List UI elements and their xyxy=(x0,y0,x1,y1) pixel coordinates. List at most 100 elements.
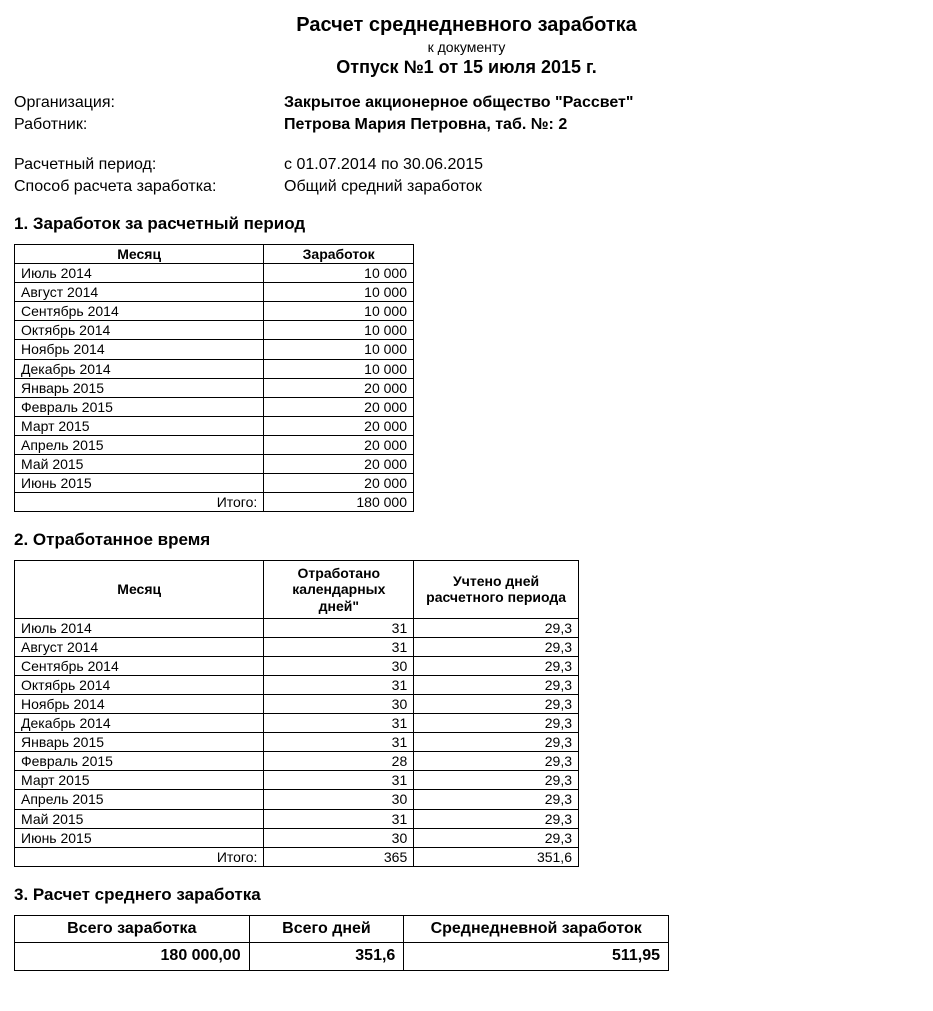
table-row: Август 20143129,3 xyxy=(15,637,579,656)
total-days-value: 351,6 xyxy=(249,943,404,970)
cell-worked-days: 30 xyxy=(264,656,414,675)
cell-month: Февраль 2015 xyxy=(15,397,264,416)
cell-month: Май 2015 xyxy=(15,809,264,828)
cell-month: Декабрь 2014 xyxy=(15,359,264,378)
period-label: Расчетный период: xyxy=(14,156,284,174)
cell-earnings: 20 000 xyxy=(264,397,414,416)
cell-month: Ноябрь 2014 xyxy=(15,694,264,713)
earnings-table: Месяц Заработок Июль 201410 000Август 20… xyxy=(14,244,414,512)
cell-month: Октябрь 2014 xyxy=(15,675,264,694)
cell-month: Январь 2015 xyxy=(15,378,264,397)
table-row: Июль 20143129,3 xyxy=(15,618,579,637)
table-row: Декабрь 201410 000 xyxy=(15,359,414,378)
cell-month: Декабрь 2014 xyxy=(15,714,264,733)
cell-worked-days: 28 xyxy=(264,752,414,771)
cell-accounted-days: 29,3 xyxy=(414,694,579,713)
employee-row: Работник: Петрова Мария Петровна, таб. №… xyxy=(14,116,919,134)
cell-month: Апрель 2015 xyxy=(15,435,264,454)
period-row: Расчетный период: с 01.07.2014 по 30.06.… xyxy=(14,156,919,174)
cell-worked-days: 31 xyxy=(264,809,414,828)
col-month: Месяц xyxy=(15,561,264,618)
col-total-days: Всего дней xyxy=(249,915,404,942)
method-row: Способ расчета заработка: Общий средний … xyxy=(14,178,919,196)
cell-earnings: 10 000 xyxy=(264,340,414,359)
cell-accounted-days: 29,3 xyxy=(414,790,579,809)
table-row: Октябрь 201410 000 xyxy=(15,321,414,340)
table-row: Декабрь 20143129,3 xyxy=(15,714,579,733)
cell-worked-days: 30 xyxy=(264,790,414,809)
document-line: Отпуск №1 от 15 июля 2015 г. xyxy=(14,57,919,78)
cell-worked-days: 31 xyxy=(264,618,414,637)
table-row: Август 201410 000 xyxy=(15,283,414,302)
cell-accounted-days: 29,3 xyxy=(414,637,579,656)
cell-worked-days: 31 xyxy=(264,675,414,694)
total-accounted: 351,6 xyxy=(414,847,579,866)
section3-heading: 3. Расчет среднего заработка xyxy=(14,885,919,905)
table-row: Ноябрь 20143029,3 xyxy=(15,694,579,713)
table-row: Июль 201410 000 xyxy=(15,264,414,283)
table-row: Апрель 201520 000 xyxy=(15,435,414,454)
cell-accounted-days: 29,3 xyxy=(414,809,579,828)
cell-earnings: 20 000 xyxy=(264,435,414,454)
cell-worked-days: 31 xyxy=(264,714,414,733)
cell-accounted-days: 29,3 xyxy=(414,656,579,675)
cell-month: Август 2014 xyxy=(15,283,264,302)
section1-heading: 1. Заработок за расчетный период xyxy=(14,214,919,234)
table-header-row: Всего заработка Всего дней Среднедневной… xyxy=(15,915,669,942)
cell-accounted-days: 29,3 xyxy=(414,675,579,694)
cell-month: Февраль 2015 xyxy=(15,752,264,771)
cell-month: Март 2015 xyxy=(15,771,264,790)
col-earnings: Заработок xyxy=(264,245,414,264)
cell-earnings: 20 000 xyxy=(264,378,414,397)
cell-worked-days: 31 xyxy=(264,637,414,656)
cell-month: Март 2015 xyxy=(15,416,264,435)
average-calc-table: Всего заработка Всего дней Среднедневной… xyxy=(14,915,669,971)
section2-heading: 2. Отработанное время xyxy=(14,530,919,550)
method-value: Общий средний заработок xyxy=(284,178,482,196)
period-value: с 01.07.2014 по 30.06.2015 xyxy=(284,156,483,174)
cell-worked-days: 30 xyxy=(264,694,414,713)
table-row: Май 201520 000 xyxy=(15,455,414,474)
table-row: Апрель 20153029,3 xyxy=(15,790,579,809)
cell-earnings: 10 000 xyxy=(264,283,414,302)
cell-worked-days: 30 xyxy=(264,828,414,847)
method-label: Способ расчета заработка: xyxy=(14,178,284,196)
cell-worked-days: 31 xyxy=(264,733,414,752)
cell-month: Июнь 2015 xyxy=(15,828,264,847)
cell-month: Июль 2014 xyxy=(15,264,264,283)
col-avg-daily: Среднедневной заработок xyxy=(404,915,669,942)
cell-month: Январь 2015 xyxy=(15,733,264,752)
avg-daily-value: 511,95 xyxy=(404,943,669,970)
total-days: 365 xyxy=(264,847,414,866)
cell-month: Апрель 2015 xyxy=(15,790,264,809)
worked-time-table: Месяц Отработано календарных дней" Учтен… xyxy=(14,560,579,867)
col-total-earn: Всего заработка xyxy=(15,915,250,942)
table-row: Май 20153129,3 xyxy=(15,809,579,828)
col-month: Месяц xyxy=(15,245,264,264)
col-worked-days: Отработано календарных дней" xyxy=(264,561,414,618)
table-row: Март 201520 000 xyxy=(15,416,414,435)
cell-earnings: 20 000 xyxy=(264,416,414,435)
cell-month: Ноябрь 2014 xyxy=(15,340,264,359)
cell-month: Июнь 2015 xyxy=(15,474,264,493)
total-label: Итого: xyxy=(15,493,264,512)
table-row: Ноябрь 201410 000 xyxy=(15,340,414,359)
table-header-row: Месяц Заработок xyxy=(15,245,414,264)
table-row: 180 000,00 351,6 511,95 xyxy=(15,943,669,970)
cell-earnings: 20 000 xyxy=(264,455,414,474)
org-row: Организация: Закрытое акционерное общест… xyxy=(14,94,919,112)
table-row: Июнь 201520 000 xyxy=(15,474,414,493)
cell-month: Сентябрь 2014 xyxy=(15,656,264,675)
cell-month: Октябрь 2014 xyxy=(15,321,264,340)
cell-month: Май 2015 xyxy=(15,455,264,474)
table-row: Февраль 201520 000 xyxy=(15,397,414,416)
col-accounted-days: Учтено дней расчетного периода xyxy=(414,561,579,618)
cell-accounted-days: 29,3 xyxy=(414,618,579,637)
table-row: Сентябрь 20143029,3 xyxy=(15,656,579,675)
cell-worked-days: 31 xyxy=(264,771,414,790)
org-label: Организация: xyxy=(14,94,284,112)
table-total-row: Итого: 180 000 xyxy=(15,493,414,512)
page-subtitle: к документу xyxy=(14,39,919,55)
table-row: Июнь 20153029,3 xyxy=(15,828,579,847)
total-value: 180 000 xyxy=(264,493,414,512)
